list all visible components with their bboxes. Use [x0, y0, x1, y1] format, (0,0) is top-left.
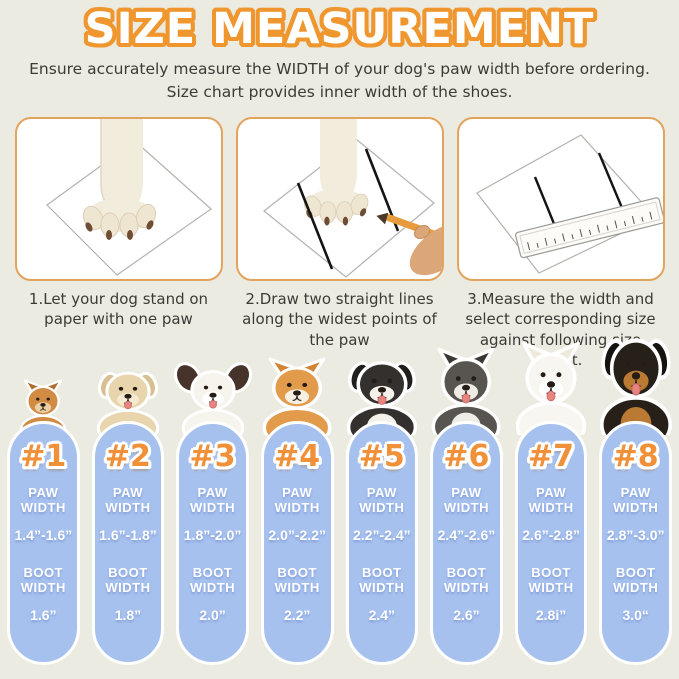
size-pill-8: #8 PAW WIDTH 2.8”-3.0” BOOT WIDTH 3.0“ [599, 421, 672, 665]
size-column-4: #4 PAW WIDTH 2.0”-2.2” BOOT WIDTH 2.2” [260, 343, 334, 665]
page-title: SIZE MEASUREMENT [84, 4, 595, 54]
size-pill-1: #1 PAW WIDTH 1.4”-1.6” BOOT WIDTH 1.6” [7, 421, 80, 665]
size-badge: #3 [189, 439, 236, 474]
boot-width-value: 1.8” [114, 606, 142, 623]
paw-width-label: PAW WIDTH [105, 485, 151, 515]
paw-width-value: 1.8”-2.0” [183, 526, 242, 543]
step-2: 2.Draw two straight lines along the wide… [235, 117, 444, 370]
paw-width-label: PAW WIDTH [274, 485, 320, 515]
boot-width-label: BOOT WIDTH [528, 564, 574, 595]
paw-width-value: 2.4”-2.6” [437, 526, 496, 543]
subtitle-line-1: Ensure accurately measure the WIDTH of y… [29, 60, 650, 78]
size-pill-5: #5 PAW WIDTH 2.2”-2.4” BOOT WIDTH 2.4” [345, 421, 419, 665]
boot-width-label: BOOT WIDTH [274, 564, 320, 595]
step-1-caption: 1.Let your dog stand on paper with one p… [28, 290, 209, 329]
boot-width-value: 2.2” [283, 606, 311, 623]
size-badge: #4 [274, 439, 321, 474]
step-3-panel [456, 117, 665, 281]
size-badge: #1 [20, 439, 67, 474]
dog-paw-illustration [82, 119, 156, 240]
paw-width-value: 2.8”-3.0” [606, 526, 665, 543]
size-badge: #7 [528, 439, 575, 474]
paw-width-label: PAW WIDTH [443, 485, 489, 515]
size-pill-2: #2 PAW WIDTH 1.6”-1.8” BOOT WIDTH 1.8” [91, 421, 165, 665]
boot-width-label: BOOT WIDTH [443, 564, 489, 595]
ruler-illustration [514, 197, 663, 259]
size-badge: #8 [612, 439, 659, 474]
boot-width-value: 2.8i” [535, 606, 567, 623]
boot-width-value: 3.0“ [622, 606, 649, 623]
size-column-5: #5 PAW WIDTH 2.2”-2.4” BOOT WIDTH 2.4” [345, 343, 419, 665]
drawn-line-left [296, 182, 333, 270]
size-pill-3: #3 PAW WIDTH 1.8”-2.0” BOOT WIDTH 2.0” [176, 421, 249, 665]
step-3-caption: 3.Measure the width and select correspon… [465, 290, 656, 369]
paw-width-value: 2.0”-2.2” [268, 526, 326, 543]
boot-width-label: BOOT WIDTH [190, 564, 236, 595]
dog-paw-on-paper-illustration [45, 119, 212, 276]
dog-paw-illustration [303, 119, 368, 226]
boot-width-label: BOOT WIDTH [613, 564, 659, 595]
boot-width-value: 1.6” [30, 606, 57, 623]
step-1: 1.Let your dog stand on paper with one p… [14, 117, 223, 370]
size-column-3: #3 PAW WIDTH 1.8”-2.0” BOOT WIDTH 2.0” [173, 343, 252, 665]
page-title-wrap: SIZE MEASUREMENT [0, 4, 679, 54]
size-column-6: #6 PAW WIDTH 2.4”-2.6” BOOT WIDTH 2.6” [430, 343, 503, 665]
paw-width-label: PAW WIDTH [20, 485, 66, 515]
size-pill-4: #4 PAW WIDTH 2.0”-2.2” BOOT WIDTH 2.2” [260, 421, 334, 665]
boot-width-value: 2.4” [368, 606, 396, 623]
paw-width-label: PAW WIDTH [359, 485, 405, 515]
instruction-steps: 1.Let your dog stand on paper with one p… [0, 117, 679, 370]
size-badge: #6 [443, 439, 490, 474]
step-2-panel [235, 117, 444, 281]
size-column-8: #8 PAW WIDTH 2.8”-3.0” BOOT WIDTH 3.0“ [599, 338, 672, 665]
boot-width-label: BOOT WIDTH [105, 564, 151, 595]
size-column-2: #2 PAW WIDTH 1.6”-1.8” BOOT WIDTH 1.8” [91, 343, 165, 665]
paw-width-label: PAW WIDTH [190, 485, 236, 515]
size-chart: #1 PAW WIDTH 1.4”-1.6” BOOT WIDTH 1.6” #… [0, 338, 679, 679]
drawn-line-right [597, 152, 626, 216]
size-badge: #2 [104, 439, 151, 474]
subtitle-line-2: Size chart provides inner width of the s… [166, 83, 513, 102]
paw-width-value: 2.2”-2.4” [353, 526, 411, 543]
paw-width-value: 1.6”-1.8” [99, 526, 157, 543]
drawing-lines-illustration [262, 119, 442, 278]
paw-width-value: 2.6”-2.8” [522, 526, 580, 543]
paw-width-label: PAW WIDTH [613, 485, 659, 515]
size-pill-6: #6 PAW WIDTH 2.4”-2.6” BOOT WIDTH 2.6” [430, 421, 503, 665]
boot-width-value: 2.0” [199, 606, 226, 623]
step-3: 3.Measure the width and select correspon… [456, 117, 665, 370]
boot-width-label: BOOT WIDTH [20, 564, 66, 595]
paw-width-label: PAW WIDTH [528, 485, 574, 515]
size-pill-7: #7 PAW WIDTH 2.6”-2.8” BOOT WIDTH 2.8i” [514, 421, 588, 665]
size-badge: #5 [358, 439, 405, 474]
boot-width-value: 2.6” [453, 606, 480, 623]
hand-with-pencil-illustration [375, 212, 442, 276]
size-column-1: #1 PAW WIDTH 1.4”-1.6” BOOT WIDTH 1.6” [7, 343, 80, 665]
subtitle: Ensure accurately measure the WIDTH of y… [0, 58, 679, 105]
ruler-measuring-illustration [475, 134, 663, 274]
boot-width-label: BOOT WIDTH [359, 564, 405, 595]
dog-photo-rottweiler [591, 325, 679, 454]
paw-width-value: 1.4”-1.6” [14, 526, 73, 543]
step-2-caption: 2.Draw two straight lines along the wide… [242, 290, 437, 349]
step-1-panel [14, 117, 223, 281]
size-column-7: #7 PAW WIDTH 2.6”-2.8” BOOT WIDTH 2.8i” [514, 341, 588, 665]
